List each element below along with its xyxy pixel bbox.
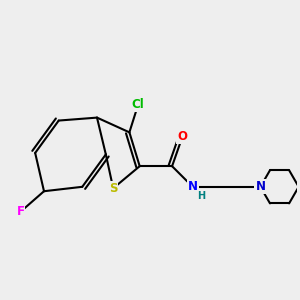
Text: Cl: Cl (132, 98, 145, 111)
Text: F: F (16, 205, 24, 218)
Text: H: H (197, 191, 205, 201)
Text: N: N (188, 180, 198, 193)
Text: N: N (255, 180, 266, 193)
Text: O: O (177, 130, 188, 143)
Text: S: S (109, 182, 117, 195)
